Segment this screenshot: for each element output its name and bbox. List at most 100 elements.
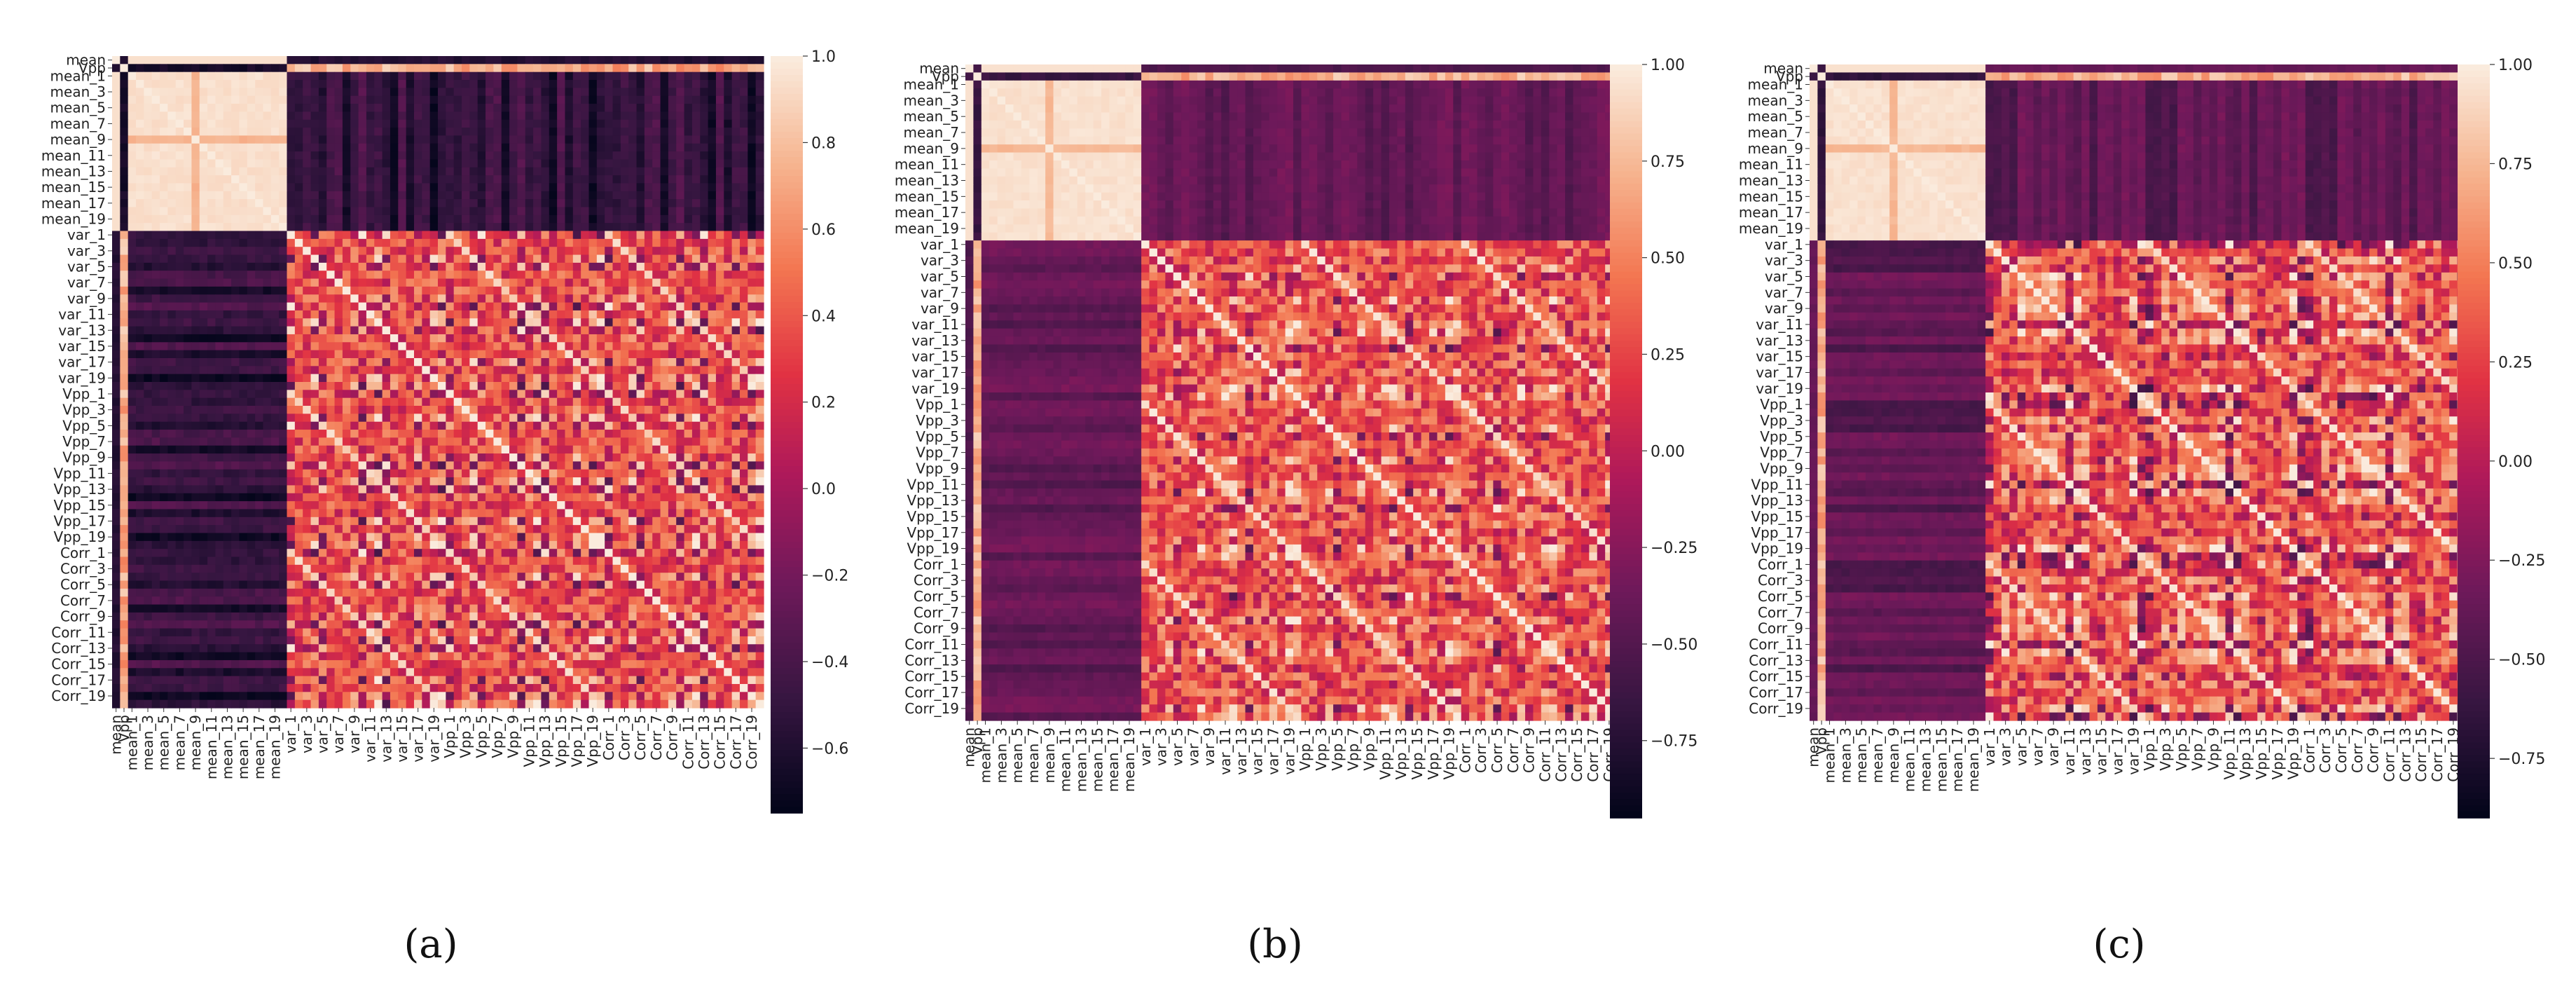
heatmap-cell: [755, 437, 764, 446]
heatmap-cell: [136, 390, 144, 399]
heatmap-cell: [151, 151, 160, 160]
heatmap-cell: [136, 175, 144, 184]
heatmap-cell: [398, 430, 407, 438]
heatmap-cell: [350, 95, 359, 104]
heatmap-cell: [549, 80, 558, 88]
heatmap-cell: [151, 254, 160, 264]
heatmap-cell: [620, 406, 629, 414]
heatmap-cell: [493, 80, 502, 88]
heatmap-cell: [588, 437, 598, 446]
heatmap-cell: [565, 151, 574, 160]
heatmap-cell: [596, 302, 605, 311]
heatmap-cell: [390, 175, 399, 184]
heatmap-cell: [438, 56, 446, 64]
heatmap-cell: [596, 135, 605, 144]
heatmap-cell: [668, 111, 677, 121]
heatmap-cell: [525, 286, 534, 295]
heatmap-cell: [581, 310, 590, 319]
heatmap-cell: [533, 223, 542, 232]
heatmap-cell: [390, 406, 399, 414]
heatmap-cell: [398, 111, 407, 121]
heatmap-cell: [231, 326, 240, 335]
heatmap-cell: [485, 159, 494, 168]
heatmap-cell: [557, 302, 566, 311]
heatmap-cell: [215, 191, 224, 200]
heatmap-cell: [120, 390, 129, 399]
heatmap-cell: [342, 214, 351, 224]
heatmap-cell: [270, 119, 280, 128]
heatmap-cell: [270, 80, 280, 88]
heatmap-cell: [215, 437, 224, 446]
heatmap-cell: [223, 302, 232, 311]
heatmap-cell: [676, 104, 685, 112]
heatmap-cell: [588, 167, 598, 176]
heatmap-cell: [565, 159, 574, 168]
heatmap-cell: [684, 159, 693, 168]
heatmap-cell: [565, 421, 574, 430]
heatmap-cell: [231, 278, 240, 287]
heatmap-cell: [358, 119, 367, 128]
heatmap-cell: [429, 278, 439, 287]
heatmap-cell: [429, 334, 439, 343]
heatmap-cell: [509, 254, 518, 264]
heatmap-cell: [525, 437, 534, 446]
heatmap-cell: [334, 262, 343, 271]
heatmap-cell: [199, 207, 208, 216]
heatmap-cell: [509, 88, 518, 97]
heatmap-cell: [207, 453, 216, 463]
heatmap-cell: [247, 159, 256, 168]
heatmap-cell: [541, 71, 550, 81]
heatmap-cell: [279, 191, 288, 200]
heatmap-cell: [167, 128, 177, 137]
heatmap-cell: [652, 421, 661, 430]
heatmap-cell: [151, 366, 160, 375]
heatmap-cell: [620, 517, 629, 526]
heatmap-cell: [588, 469, 598, 478]
heatmap-cell: [144, 374, 153, 383]
heatmap-cell: [660, 366, 669, 375]
heatmap-cell: [668, 342, 677, 351]
heatmap-cell: [469, 238, 478, 247]
heatmap-cell: [469, 390, 478, 399]
heatmap-cell: [652, 191, 661, 200]
heatmap-cell: [485, 342, 494, 351]
heatmap-cell: [413, 183, 422, 192]
heatmap-cell: [239, 262, 248, 271]
heatmap-cell: [167, 104, 177, 112]
heatmap-cell: [406, 342, 415, 351]
heatmap-cell: [485, 214, 494, 224]
heatmap-cell: [255, 95, 264, 104]
heatmap-cell: [358, 302, 367, 311]
heatmap-cell: [565, 143, 574, 152]
heatmap-cell: [247, 374, 256, 383]
heatmap-cell: [342, 128, 351, 137]
heatmap-cell: [231, 119, 240, 128]
heatmap-cell: [406, 430, 415, 438]
heatmap-cell: [612, 95, 621, 104]
heatmap-cell: [549, 183, 558, 192]
heatmap-cell: [755, 406, 764, 414]
heatmap-cell: [215, 357, 224, 367]
heatmap-cell: [605, 254, 614, 264]
heatmap-cell: [422, 191, 431, 200]
heatmap-cell: [612, 223, 621, 232]
heatmap-cell: [207, 119, 216, 128]
heatmap-cell: [462, 437, 470, 446]
heatmap-cell: [231, 104, 240, 112]
heatmap-cell: [469, 501, 478, 510]
heatmap-cell: [406, 310, 415, 319]
heatmap-cell: [596, 119, 605, 128]
heatmap-cell: [676, 80, 685, 88]
heatmap-cell: [612, 413, 621, 423]
heatmap-cell: [358, 80, 367, 88]
heatmap-cell: [294, 199, 303, 208]
heatmap-cell: [668, 350, 677, 359]
heatmap-cell: [477, 167, 486, 176]
heatmap-cell: [255, 342, 264, 351]
heatmap-cell: [406, 406, 415, 414]
heatmap-cell: [715, 95, 724, 104]
heatmap-cell: [287, 254, 296, 264]
heatmap-cell: [636, 207, 645, 216]
heatmap-cell: [462, 159, 470, 168]
heatmap-cell: [144, 247, 153, 256]
